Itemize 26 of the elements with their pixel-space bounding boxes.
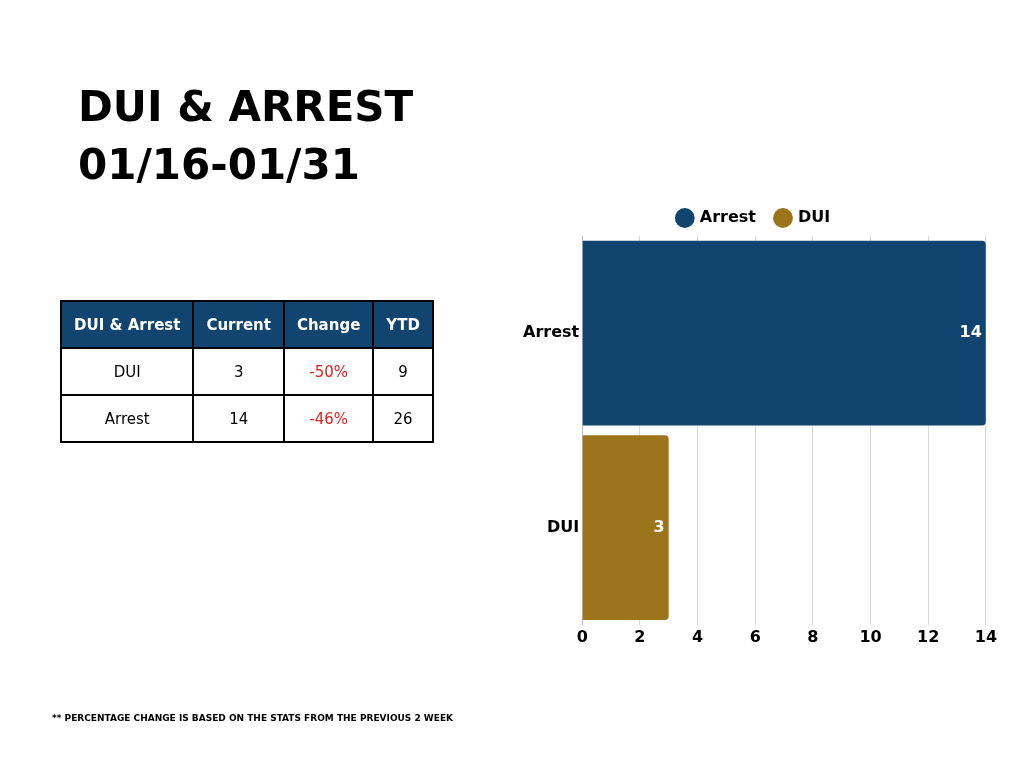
text: 9: [398, 362, 408, 381]
category-label: Current: [193, 301, 284, 348]
text: DUI & Arrest: [61, 301, 194, 348]
x-tick-label: 14: [974, 626, 997, 646]
legend-label: DUI: [797, 207, 831, 227]
category-label: Arrest: [104, 409, 150, 428]
category-label: DUI: [113, 362, 141, 381]
x-tick-label: 6: [749, 626, 761, 646]
x-tick-label: 8: [807, 626, 819, 646]
legend-label: Arrest: [699, 207, 757, 227]
text: DUI & ARREST 01/16-01/31: [78, 81, 414, 191]
x-tick-label: 12: [917, 626, 940, 646]
x-tick-label: 10: [859, 626, 882, 646]
text: ** PERCENTAGE CHANGE IS BASED ON THE STATS FROM THE PREVIOUS 2 WEEK: [52, 713, 454, 723]
category-label: YTD: [373, 301, 433, 348]
text: 26: [393, 409, 413, 428]
text: -46%: [309, 409, 349, 428]
text: -50%: [309, 362, 349, 381]
x-tick-label: 4: [691, 626, 704, 646]
text: 3: [233, 362, 244, 381]
data-label: 3: [653, 516, 665, 536]
x-tick-label: 0: [576, 626, 588, 646]
text: 14: [229, 409, 249, 428]
data-label: 14: [959, 322, 982, 342]
x-tick-label: 2: [634, 626, 646, 646]
category-label: Change: [283, 301, 374, 348]
